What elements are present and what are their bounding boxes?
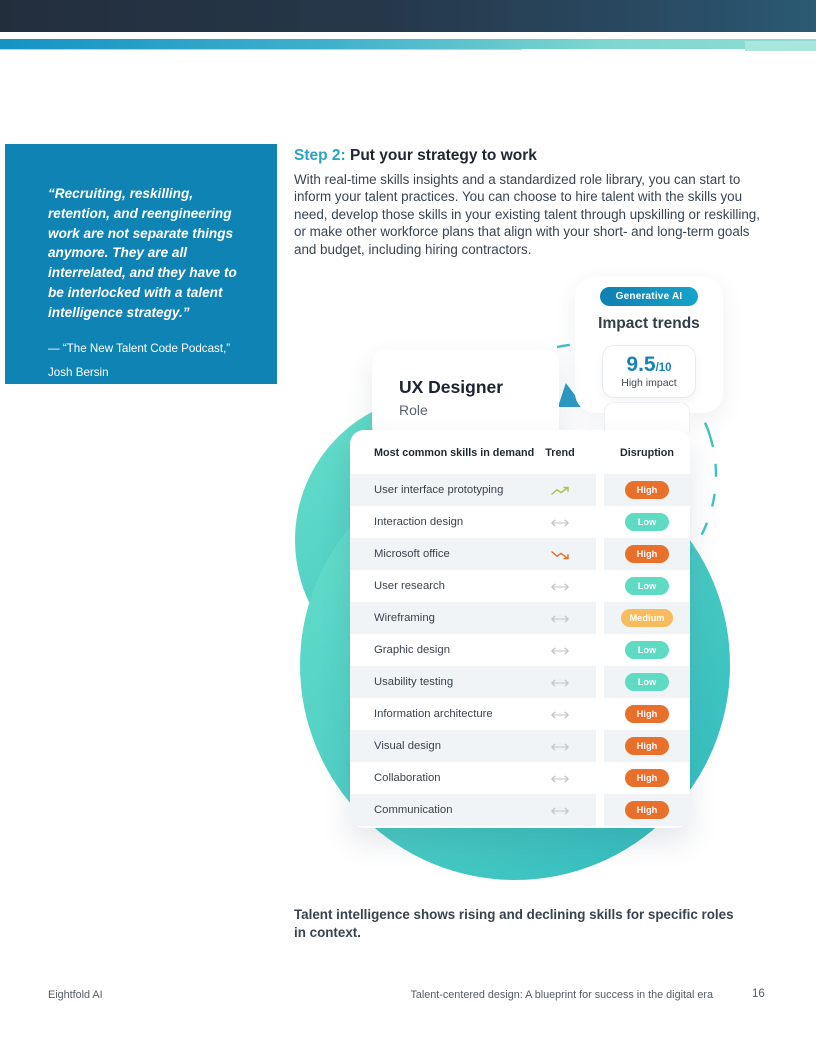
impact-score-label: High impact (621, 377, 677, 389)
table-row: Microsoft office High (350, 538, 690, 570)
trend-flat-icon (549, 644, 571, 656)
footer-document-title: Talent-centered design: A blueprint for … (410, 989, 714, 1001)
trend-flat-icon (549, 516, 571, 528)
footer-company-name: Eightfold AI (48, 989, 103, 1001)
skill-label: Wireframing (374, 612, 435, 624)
trend-up-icon (549, 484, 571, 496)
table-row: Collaboration High (350, 762, 690, 794)
skill-label: Communication (374, 804, 453, 816)
trend-flat-icon (549, 580, 571, 592)
trend-flat-icon (549, 740, 571, 752)
disruption-cell: High (604, 474, 690, 506)
skill-label: Microsoft office (374, 548, 450, 560)
trend-flat-icon (549, 708, 571, 720)
generative-ai-badge: Generative AI (599, 287, 699, 306)
impact-score-denominator: /10 (655, 362, 672, 374)
disruption-cell: High (604, 762, 690, 794)
step-title: Put your strategy to work (345, 147, 537, 164)
role-card: UX Designer Role (372, 350, 559, 440)
role-card-title: UX Designer (399, 377, 504, 397)
table-row: User research Low (350, 570, 690, 602)
trend-flat-icon (549, 772, 571, 784)
disruption-badge: Low (625, 577, 669, 595)
skill-label: User interface prototyping (374, 484, 504, 496)
skill-label: User research (374, 580, 445, 592)
skill-label: Visual design (374, 740, 441, 752)
table-row: Interaction design Low (350, 506, 690, 538)
dashed-circle-decoration (452, 342, 718, 608)
column-header-disruption: Disruption (620, 447, 674, 459)
quote-box: “Recruiting, reskilling, retention, and … (5, 144, 277, 384)
table-row: Wireframing Medium (350, 602, 690, 634)
impact-trends-title: Impact trends (598, 315, 700, 332)
top-banner-hairline (0, 49, 522, 50)
disruption-cell: High (604, 538, 690, 570)
teal-blob-decoration (295, 395, 730, 880)
disruption-badge: High (625, 705, 669, 723)
column-header-skills: Most common skills in demand (374, 447, 535, 459)
top-banner-accent-strip-right (745, 41, 816, 51)
disruption-badge: High (625, 545, 669, 563)
disruption-cell: Medium (604, 602, 690, 634)
table-row: Graphic design Low (350, 634, 690, 666)
skills-table-card: Most common skills in demand Trend Disru… (350, 430, 690, 828)
skills-table-body: User interface prototyping High Interactio… (350, 474, 690, 826)
top-banner-bar (0, 0, 816, 32)
step-label: Step 2: (294, 147, 346, 164)
quote-author: Josh Bersin (48, 365, 109, 379)
disruption-cell: Low (604, 666, 690, 698)
impact-trends-panel: Generative AI Impact trends 9.5/10 High … (575, 277, 723, 413)
step-body-text: With real-time skills insights and a sta… (294, 172, 760, 257)
disruption-badge: Medium (621, 609, 673, 627)
top-banner-accent-strip (0, 39, 816, 49)
disruption-badge: High (625, 801, 669, 819)
column-header-trend: Trend (545, 447, 575, 459)
table-row: Information architecture High (350, 698, 690, 730)
disruption-badge: High (625, 737, 669, 755)
skill-label: Collaboration (374, 772, 441, 784)
step-section: Step 2: Put your strategy to work With r… (294, 147, 760, 258)
table-row: Usability testing Low (350, 666, 690, 698)
disruption-badge: High (625, 481, 669, 499)
figure-caption: Talent intelligence shows rising and dec… (294, 907, 734, 940)
disruption-badge: High (625, 769, 669, 787)
skill-label: Information architecture (374, 708, 493, 720)
table-row: Visual design High (350, 730, 690, 762)
disruption-cell: Low (604, 570, 690, 602)
disruption-cell: Low (604, 506, 690, 538)
disruption-badge: Low (625, 673, 669, 691)
table-row: Communication High (350, 794, 690, 826)
skill-label: Graphic design (374, 644, 450, 656)
disruption-cell: Low (604, 634, 690, 666)
table-row: User interface prototyping High (350, 474, 690, 506)
trend-flat-icon (549, 612, 571, 624)
quote-text: “Recruiting, reskilling, retention, and … (48, 186, 237, 320)
quote-attribution: — “The New Talent Code Podcast,” (48, 341, 231, 355)
trend-flat-icon (549, 804, 571, 816)
disruption-column-card-top (604, 402, 690, 432)
column-gap-divider (596, 430, 604, 828)
disruption-badge: Low (625, 641, 669, 659)
trend-down-icon (549, 548, 571, 560)
disruption-cell: High (604, 794, 690, 826)
disruption-badge: Low (625, 513, 669, 531)
skill-label: Interaction design (374, 516, 464, 528)
disruption-cell: High (604, 730, 690, 762)
disruption-cell: High (604, 698, 690, 730)
skill-label: Usability testing (374, 676, 454, 688)
triangle-decoration (558, 383, 584, 407)
trend-flat-icon (549, 676, 571, 688)
impact-score-card: 9.5/10 High impact (602, 345, 696, 398)
impact-score-value: 9.5 (626, 353, 656, 376)
step-heading: Step 2: Put your strategy to work (294, 147, 760, 165)
skills-table-header: Most common skills in demand Trend Disru… (350, 430, 690, 474)
footer-page-number: 16 (752, 988, 765, 1000)
role-card-subtitle: Role (399, 402, 428, 418)
